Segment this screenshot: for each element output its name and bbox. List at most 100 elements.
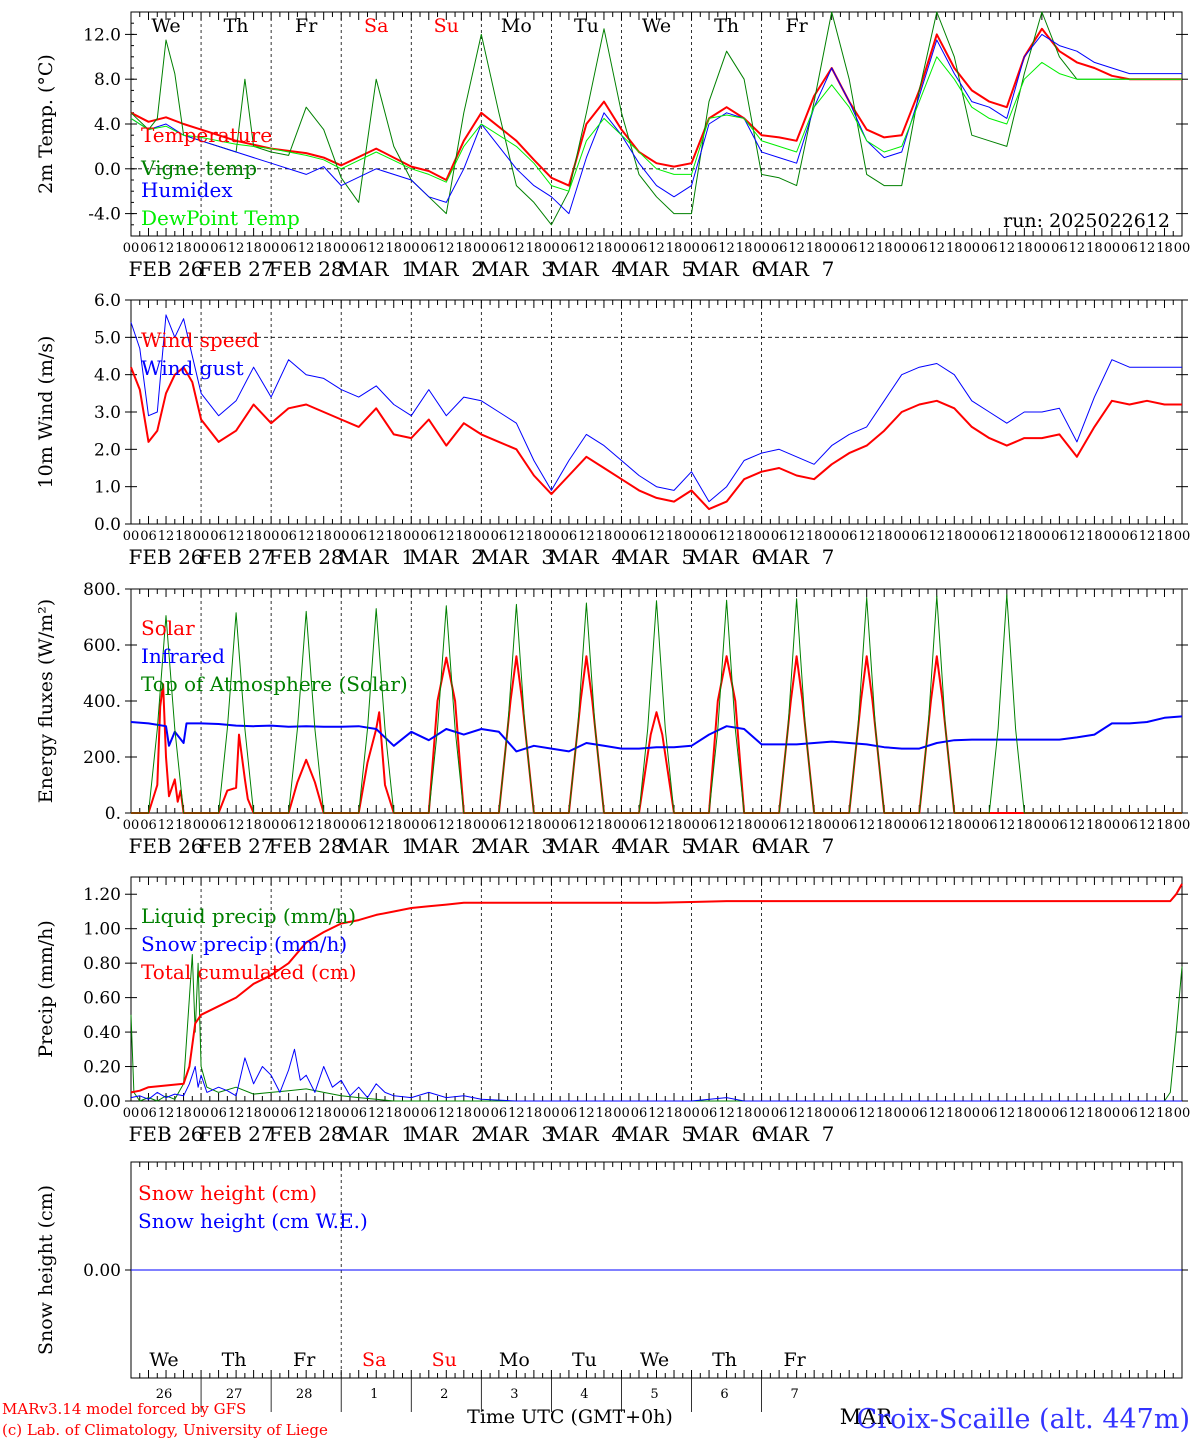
hour-label: 12: [578, 1106, 595, 1121]
hour-label: 06: [981, 241, 998, 256]
date-label: MAR 6: [689, 257, 764, 281]
hour-label: 12: [788, 818, 805, 833]
date-label: FEB 27: [199, 257, 274, 281]
precip-legend: Liquid precip (mm/h) Snow precip (mm/h) To…: [141, 904, 357, 984]
temp-y-axis-label: 2m Temp. (°C): [35, 54, 57, 194]
y-tick-label: 4.0: [94, 366, 121, 386]
energy-y-ticks: 800. 600. 400. 200. 0.: [83, 580, 1188, 824]
hour-label: 06: [421, 818, 438, 833]
hour-label: 18: [736, 241, 753, 256]
hour-label: 12: [1139, 529, 1156, 544]
legend-entry: Temperature: [141, 123, 272, 147]
hour-label: 00: [613, 818, 630, 833]
hour-label: 00: [893, 1106, 910, 1121]
hour-label: 18: [1016, 529, 1033, 544]
hour-label: 12: [158, 241, 175, 256]
hour-label: 06: [631, 241, 648, 256]
date-label: MAR 4: [549, 545, 624, 569]
hour-label: 18: [245, 241, 262, 256]
precip-panel: 1.20 1.00 0.80 0.60 0.40 0.20 0.00 Precip (mm/h…: [35, 876, 1191, 1146]
hour-label: 06: [631, 1106, 648, 1121]
date-label: FEB 28: [269, 834, 344, 858]
hour-label: 18: [596, 818, 613, 833]
date-label: MAR 7: [759, 834, 834, 858]
energy-panel: 800. 600. 400. 200. 0. Energy fluxes (W/m²) So…: [35, 580, 1190, 858]
hour-label: 00: [1174, 529, 1191, 544]
hour-label: 12: [298, 529, 315, 544]
hour-label: 00: [964, 529, 981, 544]
hour-label: 06: [140, 1106, 157, 1121]
hour-label: 00: [1034, 529, 1051, 544]
date-label: FEB 28: [269, 545, 344, 569]
snow-x-ticks: [130, 1162, 1183, 1378]
hour-label: 00: [1034, 241, 1051, 256]
hour-label: 06: [981, 1106, 998, 1121]
hour-label: 06: [350, 1106, 367, 1121]
date-label: FEB 26: [129, 834, 204, 858]
hour-label: 00: [753, 241, 770, 256]
hour-label: 12: [648, 241, 665, 256]
temp-series-vigne-temp: [130, 11, 1182, 226]
hour-label: 18: [245, 1106, 262, 1121]
hour-label: 18: [385, 529, 402, 544]
precip-series-snow-precip-mm-h: [130, 1048, 1182, 1102]
hour-label: 06: [210, 529, 227, 544]
y-tick-label: -4.0: [88, 205, 121, 225]
hour-label: 12: [928, 818, 945, 833]
y-tick-label: 0.0: [94, 160, 121, 180]
hour-label: 12: [1139, 818, 1156, 833]
day-number-label: 26: [156, 1387, 173, 1402]
hour-label: 00: [123, 818, 140, 833]
hour-label: 18: [1156, 1106, 1173, 1121]
hour-label: 00: [473, 1106, 490, 1121]
hour-label: 18: [1016, 1106, 1033, 1121]
hour-label: 06: [280, 1106, 297, 1121]
hour-label: 06: [771, 1106, 788, 1121]
hour-label: 00: [263, 529, 280, 544]
temp-x-ticks: [130, 12, 1183, 236]
wind-y-ticks: 6.0 5.0 4.0 3.0 2.0 1.0 0.0: [94, 291, 1188, 535]
y-tick-label: 0.: [105, 804, 121, 824]
hour-label: 18: [666, 818, 683, 833]
date-label: FEB 26: [129, 1122, 204, 1146]
hour-label: 06: [841, 529, 858, 544]
hour-label: 12: [718, 241, 735, 256]
weekday-label: Su: [432, 1349, 457, 1371]
hour-label: 12: [718, 529, 735, 544]
y-tick-label: 0.20: [83, 1058, 121, 1078]
legend-entry: DewPoint Temp: [141, 206, 300, 230]
hour-label: 00: [1174, 1106, 1191, 1121]
hour-label: 00: [1174, 241, 1191, 256]
hour-label: 00: [1104, 818, 1121, 833]
date-label: MAR 2: [409, 834, 484, 858]
hour-label: 06: [561, 529, 578, 544]
hour-label: 00: [823, 241, 840, 256]
date-label: MAR 6: [689, 545, 764, 569]
wind-series-wind-gust: [130, 314, 1182, 503]
hour-label: 06: [561, 818, 578, 833]
weekday-label: Th: [222, 1349, 247, 1371]
hour-label: 06: [771, 818, 788, 833]
hour-label: 00: [1174, 818, 1191, 833]
hour-label: 12: [228, 818, 245, 833]
hour-label: 18: [456, 241, 473, 256]
hour-label: 00: [964, 241, 981, 256]
day-number-label: 7: [790, 1387, 798, 1402]
hour-label: 00: [893, 818, 910, 833]
y-tick-label: 3.0: [94, 403, 121, 423]
hour-label: 06: [631, 529, 648, 544]
hour-label: 06: [631, 818, 648, 833]
temp-hour-labels: 00 06 12 18 00 06 12 18 00 06 12 18 00 06 12 18 00 06 12 18…: [123, 241, 1191, 256]
hour-label: 06: [1051, 818, 1068, 833]
hour-label: 12: [298, 241, 315, 256]
weekday-label: Tu: [572, 1349, 597, 1371]
hour-label: 18: [946, 529, 963, 544]
hour-label: 12: [368, 1106, 385, 1121]
hour-label: 18: [245, 529, 262, 544]
y-tick-label: 6.0: [94, 291, 121, 311]
hour-label: 00: [123, 529, 140, 544]
temp-series-temperature: [130, 27, 1182, 187]
hour-label: 12: [368, 818, 385, 833]
hour-label: 18: [946, 241, 963, 256]
temp-series-dewpoint-temp: [130, 56, 1182, 192]
